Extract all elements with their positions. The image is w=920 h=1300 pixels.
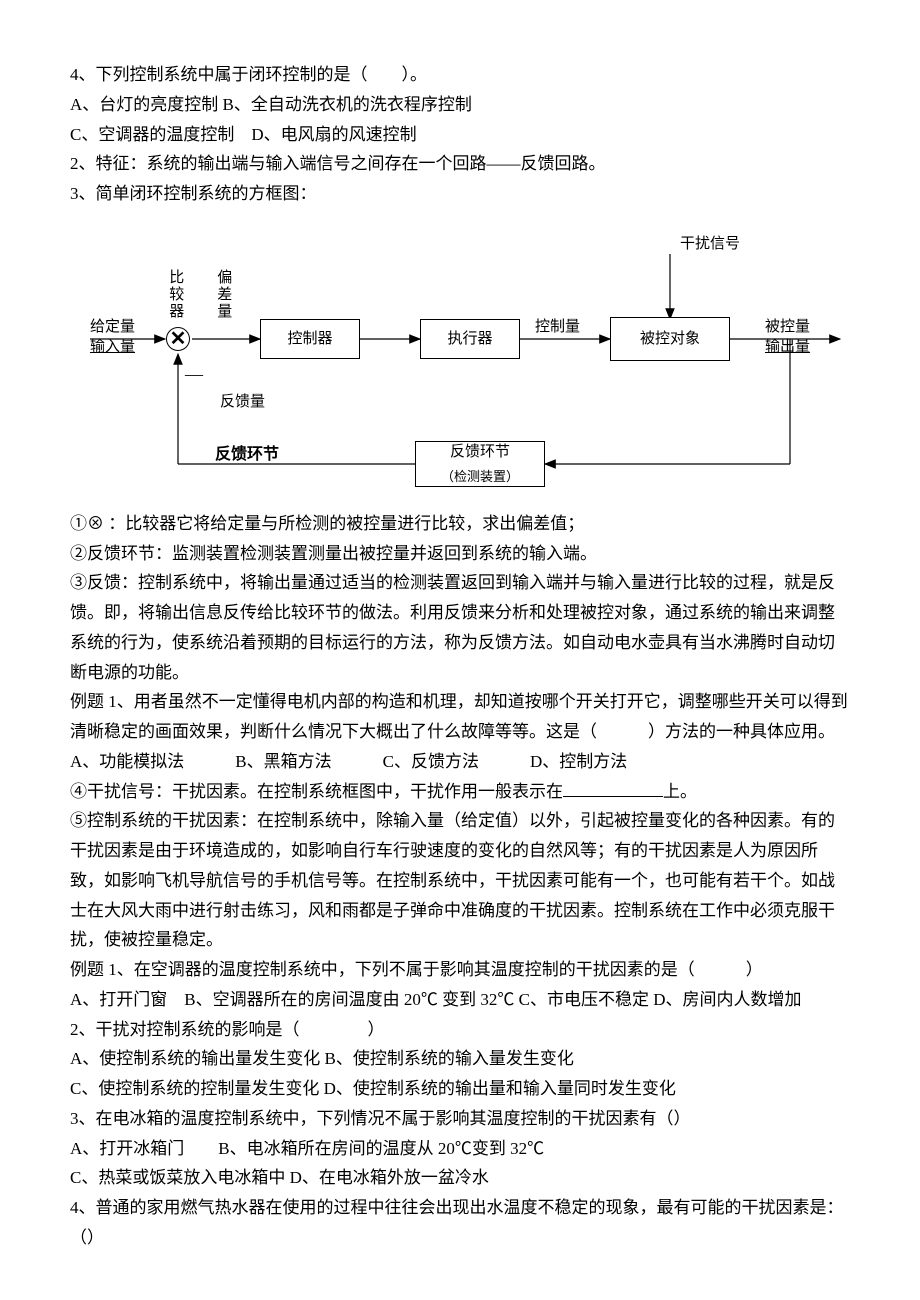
example2-ab: A、使控制系统的输出量发生变化 B、使控制系统的输入量发生变化 xyxy=(70,1044,850,1074)
label-input: 输入量 xyxy=(90,334,135,360)
p4b: 上。 xyxy=(663,782,697,801)
p-note5: ⑤控制系统的干扰因素：在控制系统中，除输入量（给定值）以外，引起被控量变化的各种… xyxy=(70,806,850,955)
example1b: 例题 1、在空调器的温度控制系统中，下列不属于影响其温度控制的干扰因素的是（ ） xyxy=(70,955,850,985)
p4a: ④干扰信号：干扰因素。在控制系统框图中，干扰作用一般表示在 xyxy=(70,782,563,801)
example3-ab: A、打开冰箱门 B、电冰箱所在房间的温度从 20℃变到 32℃ xyxy=(70,1134,850,1164)
example3-cd: C、热菜或饭菜放入电冰箱中 D、在电冰箱外放一盆冷水 xyxy=(70,1163,850,1193)
block-diagram: 干扰信号 比较器 偏差量 给定量 输入量 ✕ 控制器 执行器 控制量 被控对象 … xyxy=(70,219,850,499)
q4-stem: 4、下列控制系统中属于闭环控制的是（ ）。 xyxy=(70,60,850,90)
label-disturb: 干扰信号 xyxy=(680,231,740,257)
box-feedback: 反馈环节 （检测装置） xyxy=(415,441,545,487)
label-minus: — xyxy=(185,359,203,391)
example1a: 例题 1、用者虽然不一定懂得电机内部的构造和机理，却知道按哪个开关打开它，调整哪… xyxy=(70,687,850,776)
example4: 4、普通的家用燃气热水器在使用的过程中往往会出现出水温度不稳定的现象，最有可能的… xyxy=(70,1193,850,1253)
example3: 3、在电冰箱的温度控制系统中，下列情况不属于影响其温度控制的干扰因素有（） xyxy=(70,1104,850,1134)
p-note2: ②反馈环节：监测装置检测装置测量出被控量并返回到系统的输入端。 xyxy=(70,539,850,569)
q4-opts-cd: C、空调器的温度控制 D、电风扇的风速控制 xyxy=(70,120,850,150)
line-feature: 2、特征：系统的输出端与输入端信号之间存在一个回路——反馈回路。 xyxy=(70,149,850,179)
label-output: 输出量 xyxy=(765,334,810,360)
label-deviation: 偏差量 xyxy=(210,269,236,320)
p-note4: ④干扰信号：干扰因素。在控制系统框图中，干扰作用一般表示在 上。 xyxy=(70,777,850,807)
label-feedback-qty: 反馈量 xyxy=(220,389,265,415)
fb-box-line2: （检测装置） xyxy=(441,466,519,489)
example2-cd: C、使控制系统的控制量发生变化 D、使控制系统的输出量和输入量同时发生变化 xyxy=(70,1074,850,1104)
example2: 2、干扰对控制系统的影响是（ ） xyxy=(70,1015,850,1045)
blank-fill[interactable] xyxy=(563,779,663,797)
p-note1: ①⊗ ：比较器它将给定量与所检测的被控量进行比较，求出偏差值； xyxy=(70,509,850,539)
fb-box-line1: 反馈环节 xyxy=(450,439,510,465)
example1b-opts: A、打开门窗 B、空调器所在的房间温度由 20℃ 变到 32℃ C、市电压不稳定… xyxy=(70,985,850,1015)
q4-opts-ab: A、台灯的亮度控制 B、全自动洗衣机的洗衣程序控制 xyxy=(70,90,850,120)
box-plant: 被控对象 xyxy=(610,317,730,361)
line-block-diagram-title: 3、简单闭环控制系统的方框图： xyxy=(70,179,850,209)
label-feedback-link-bold: 反馈环节 xyxy=(215,441,279,469)
label-ctrl-qty: 控制量 xyxy=(535,314,580,340)
p-note3: ③反馈：控制系统中，将输出量通过适当的检测装置返回到输入端并与输入量进行比较的过… xyxy=(70,568,850,687)
box-controller: 控制器 xyxy=(260,319,360,359)
comparator-x: ✕ xyxy=(166,327,190,351)
box-executor: 执行器 xyxy=(420,319,520,359)
label-comparator: 比较器 xyxy=(162,269,188,320)
